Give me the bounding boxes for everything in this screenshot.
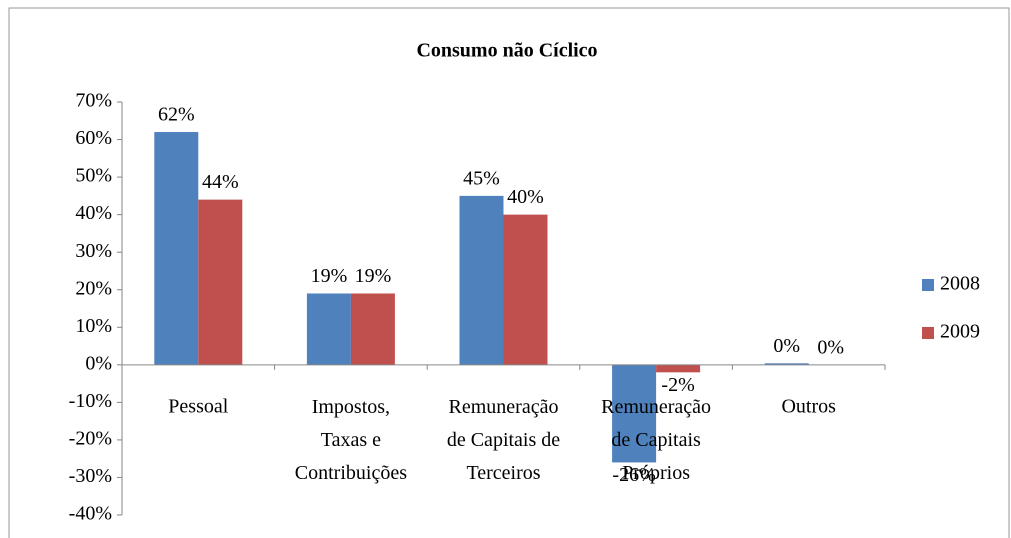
data-label: 19% bbox=[311, 265, 348, 287]
data-label: 0% bbox=[817, 336, 844, 358]
bar bbox=[198, 199, 243, 365]
bar bbox=[764, 363, 809, 365]
data-label: 0% bbox=[773, 335, 800, 357]
y-tick-label: -30% bbox=[69, 465, 112, 487]
data-label: -2% bbox=[661, 374, 694, 396]
x-tick-label: Remuneração de Capitais de Terceiros bbox=[447, 396, 560, 484]
bar bbox=[503, 214, 548, 365]
data-label: -26% bbox=[612, 464, 655, 486]
legend-swatch bbox=[922, 327, 934, 339]
x-tick-label: Impostos, Taxas e Contribuições bbox=[295, 396, 407, 484]
y-tick-label: -40% bbox=[69, 503, 112, 525]
legend-swatch bbox=[922, 279, 934, 291]
bar bbox=[306, 293, 351, 365]
y-tick-label: 60% bbox=[75, 127, 112, 149]
bar bbox=[656, 364, 701, 373]
y-tick-label: 10% bbox=[75, 315, 112, 337]
chart-title: Consumo não Cíclico bbox=[416, 40, 597, 62]
bar bbox=[154, 132, 199, 365]
y-tick-label: 70% bbox=[75, 90, 112, 112]
y-tick-label: 0% bbox=[85, 352, 112, 374]
data-label: 44% bbox=[202, 171, 239, 193]
y-tick-label: 50% bbox=[75, 165, 112, 187]
x-tick-label: Outros bbox=[781, 396, 836, 418]
legend-label: 2008 bbox=[940, 273, 980, 295]
y-tick-label: 30% bbox=[75, 240, 112, 262]
y-tick-label: 20% bbox=[75, 277, 112, 299]
legend-label: 2009 bbox=[940, 321, 980, 343]
x-tick-label: Remuneração de Capitais Próprios bbox=[601, 396, 711, 484]
x-tick-label: Pessoal bbox=[168, 396, 228, 418]
y-tick-label: 40% bbox=[75, 202, 112, 224]
data-label: 40% bbox=[507, 186, 544, 208]
y-tick-label: -10% bbox=[69, 390, 112, 412]
y-tick-label: -20% bbox=[69, 428, 112, 450]
data-label: 62% bbox=[158, 104, 195, 126]
data-label: 19% bbox=[355, 265, 392, 287]
bar bbox=[459, 195, 504, 365]
bar bbox=[350, 293, 395, 365]
bar bbox=[612, 364, 657, 463]
data-label: 45% bbox=[463, 167, 500, 189]
